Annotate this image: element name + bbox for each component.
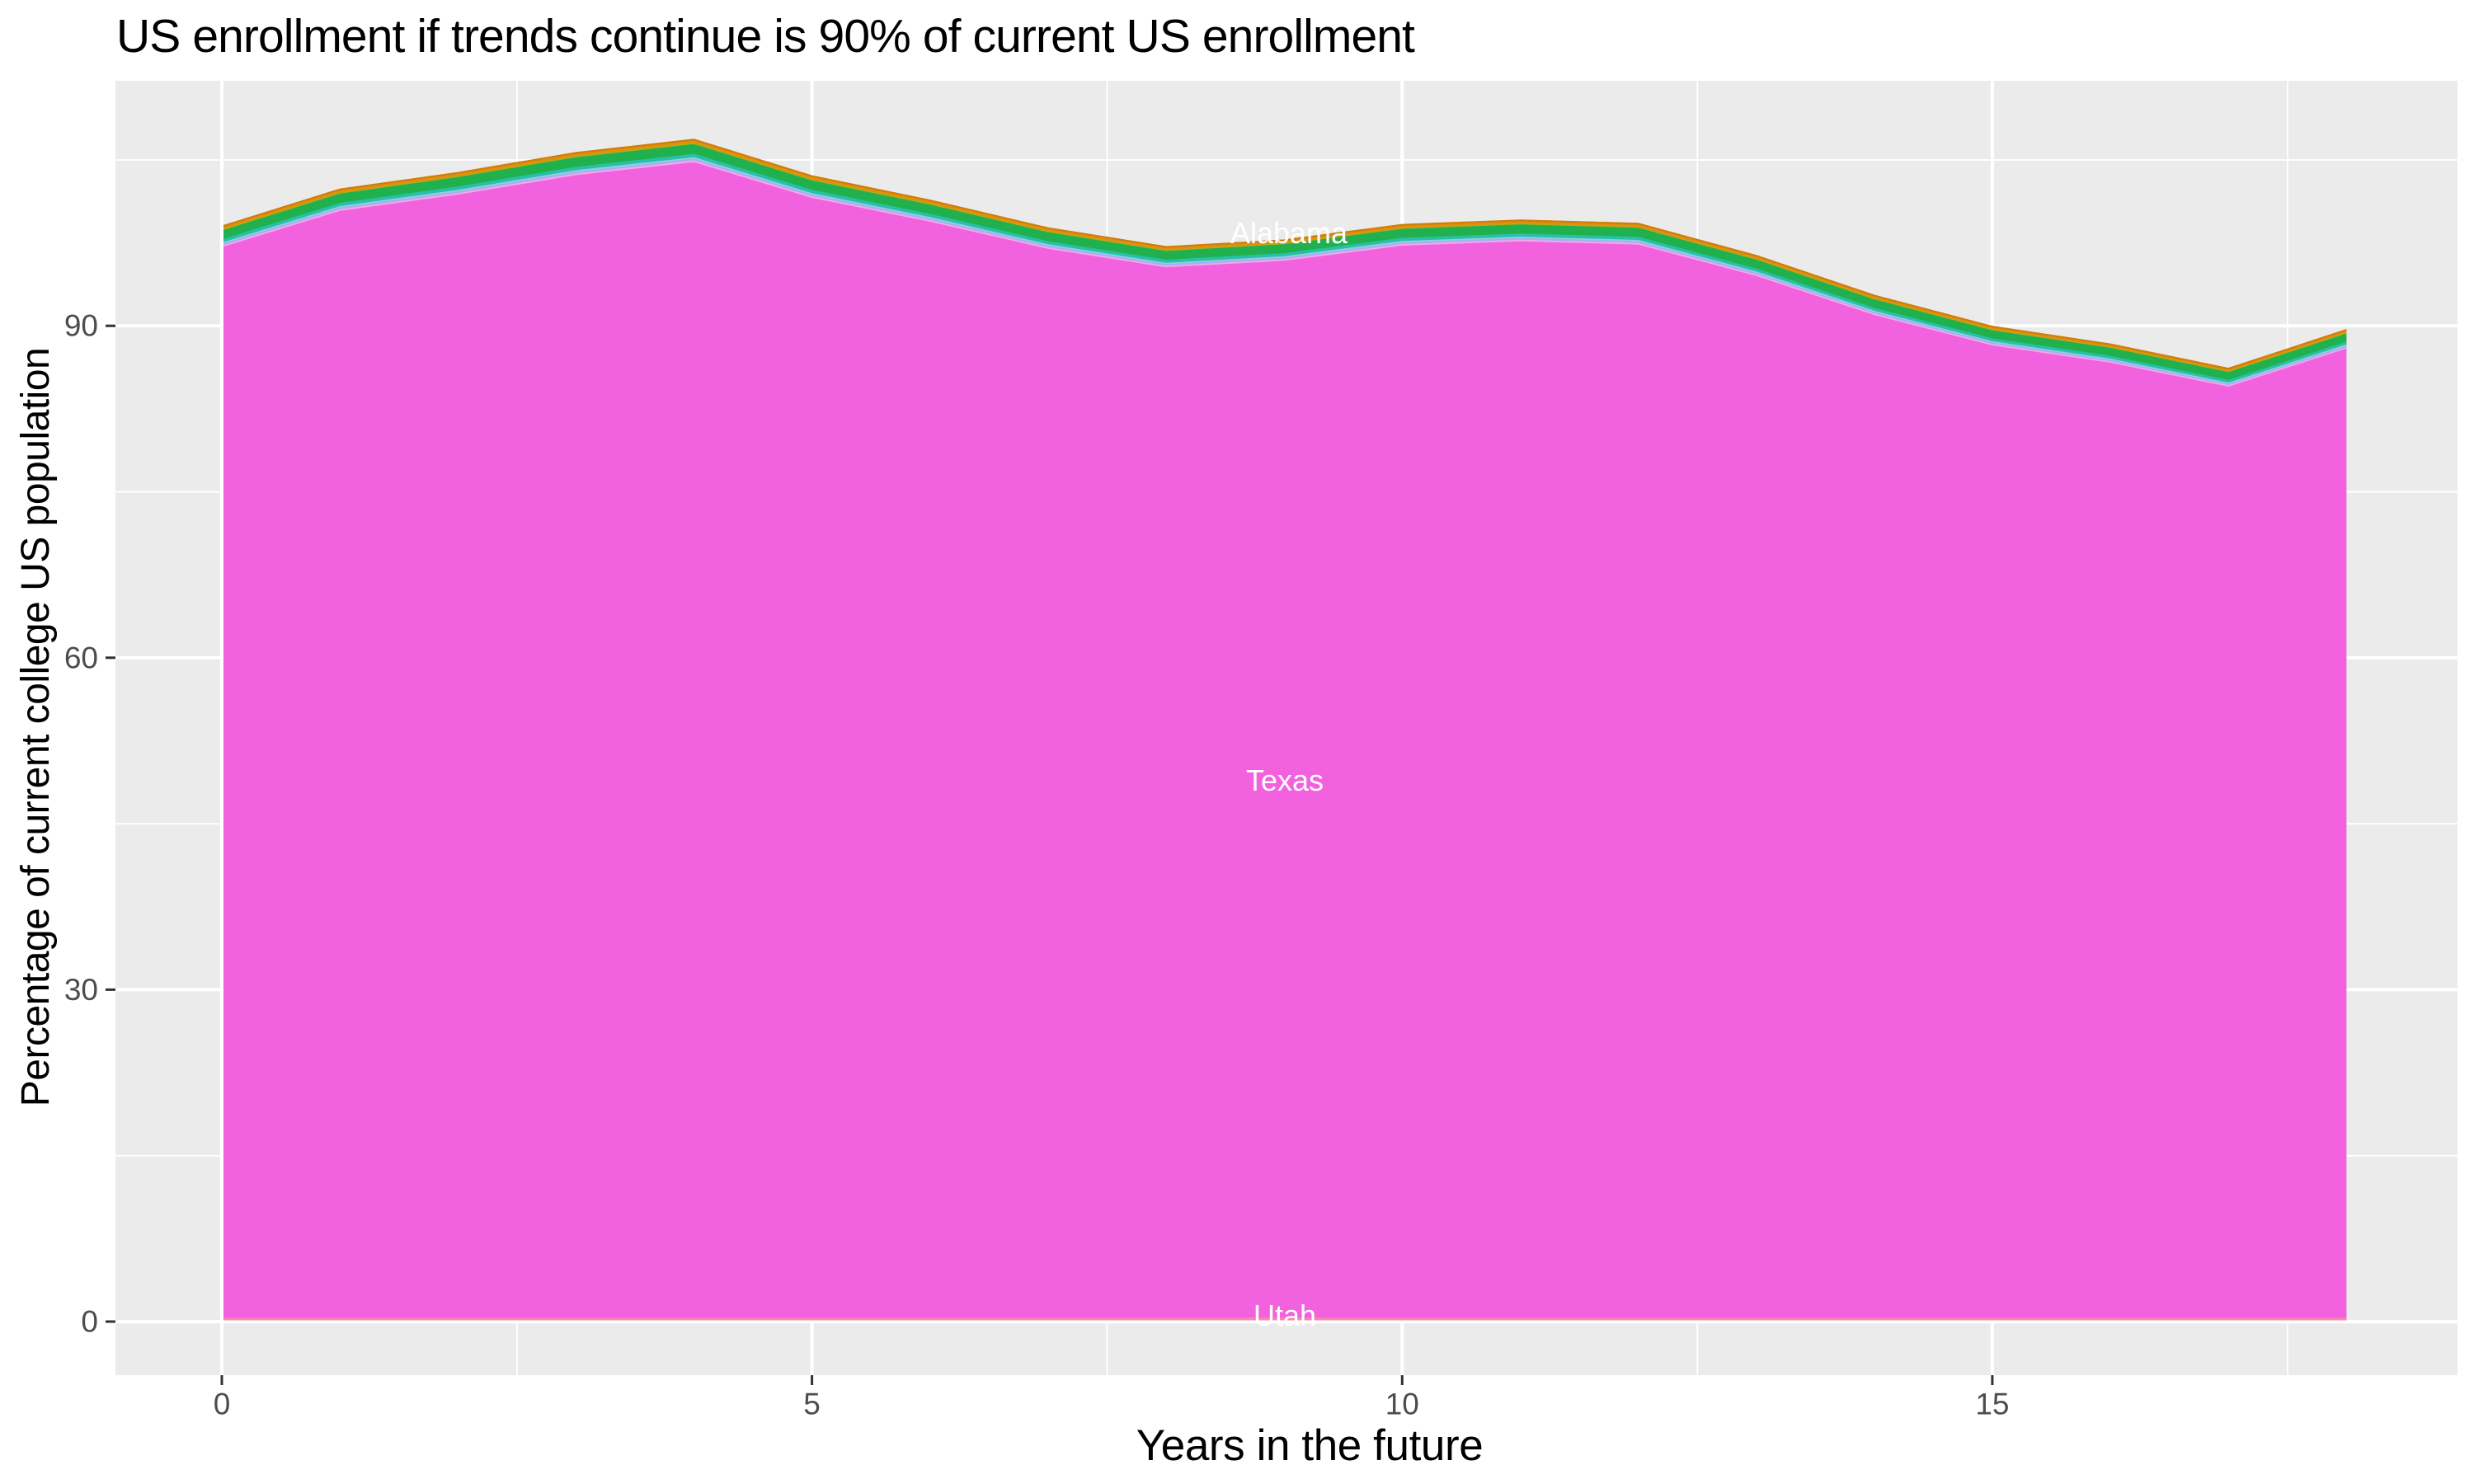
svg-text:Percentage of current college: Percentage of current college US populat… — [14, 348, 58, 1106]
svg-text:Years in the future: Years in the future — [1136, 1421, 1484, 1470]
svg-text:Utah: Utah — [1253, 1298, 1316, 1332]
svg-text:0: 0 — [81, 1305, 98, 1339]
svg-text:0: 0 — [214, 1388, 231, 1421]
svg-text:15: 15 — [1975, 1388, 2009, 1421]
svg-text:90: 90 — [64, 309, 98, 343]
svg-text:10: 10 — [1385, 1388, 1419, 1421]
svg-text:60: 60 — [64, 641, 98, 674]
svg-text:Alabama: Alabama — [1230, 216, 1348, 250]
svg-text:US enrollment if trends contin: US enrollment if trends continue is 90% … — [116, 10, 1415, 63]
svg-text:Texas: Texas — [1246, 763, 1324, 797]
svg-text:5: 5 — [803, 1388, 821, 1421]
svg-text:30: 30 — [64, 973, 98, 1007]
